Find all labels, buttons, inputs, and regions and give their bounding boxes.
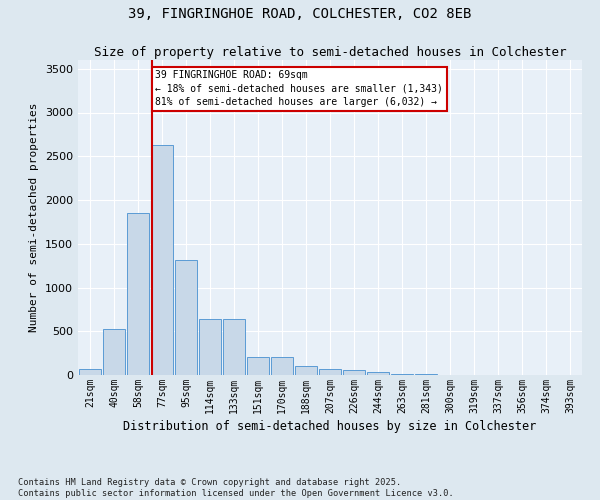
Bar [247, 356, 269, 375]
Text: Contains HM Land Registry data © Crown copyright and database right 2025.
Contai: Contains HM Land Registry data © Crown c… [18, 478, 454, 498]
Bar [199, 319, 221, 375]
Bar [367, 372, 389, 375]
Bar [103, 328, 125, 375]
Text: 39 FINGRINGHOE ROAD: 69sqm
← 18% of semi-detached houses are smaller (1,343)
81%: 39 FINGRINGHOE ROAD: 69sqm ← 18% of semi… [155, 70, 443, 107]
Bar [343, 370, 365, 375]
Text: 39, FINGRINGHOE ROAD, COLCHESTER, CO2 8EB: 39, FINGRINGHOE ROAD, COLCHESTER, CO2 8E… [128, 8, 472, 22]
X-axis label: Distribution of semi-detached houses by size in Colchester: Distribution of semi-detached houses by … [124, 420, 536, 433]
Bar [127, 213, 149, 375]
Bar [391, 374, 413, 375]
Bar [295, 366, 317, 375]
Bar [415, 374, 437, 375]
Y-axis label: Number of semi-detached properties: Number of semi-detached properties [29, 103, 40, 332]
Bar [319, 369, 341, 375]
Bar [271, 356, 293, 375]
Title: Size of property relative to semi-detached houses in Colchester: Size of property relative to semi-detach… [94, 46, 566, 59]
Bar [79, 369, 101, 375]
Bar [223, 319, 245, 375]
Bar [175, 260, 197, 375]
Bar [151, 145, 173, 375]
